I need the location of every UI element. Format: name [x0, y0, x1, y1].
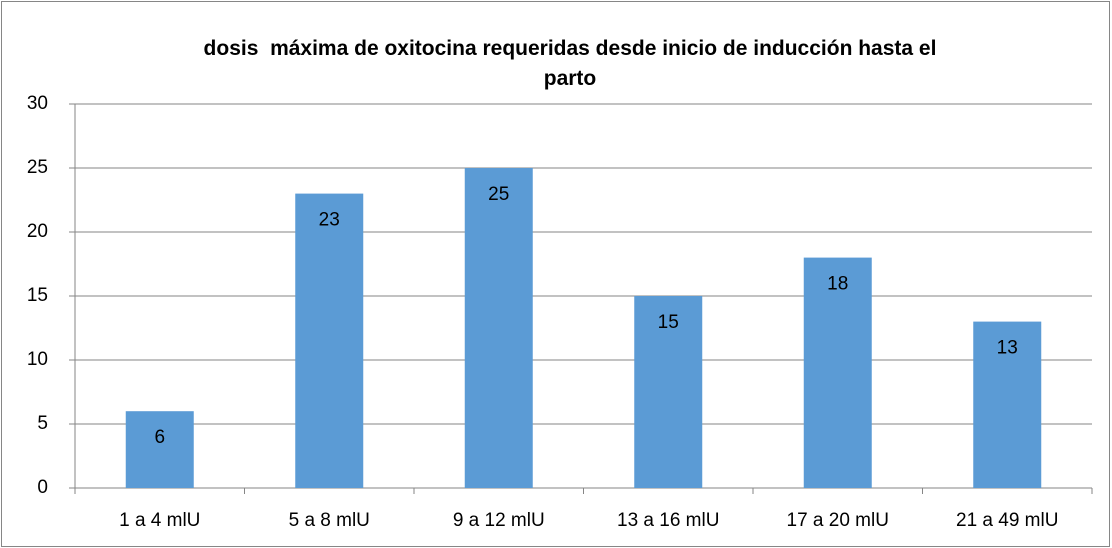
y-tick-label: 5 — [37, 413, 48, 434]
bar — [803, 257, 872, 488]
bar — [973, 321, 1042, 488]
data-label: 13 — [997, 338, 1018, 359]
x-tick-label: 13 a 16 mlU — [617, 510, 719, 531]
x-tick-label: 21 a 49 mlU — [956, 510, 1058, 531]
y-tick-label: 15 — [27, 285, 48, 306]
x-tick-label: 1 a 4 mlU — [119, 510, 200, 531]
data-label: 6 — [154, 427, 165, 448]
bar — [125, 411, 194, 488]
x-tick-label: 17 a 20 mlU — [787, 510, 889, 531]
bar — [464, 168, 533, 488]
y-tick-label: 30 — [27, 93, 48, 114]
chart-title: dosis máxima de oxitocina requeridas des… — [203, 37, 943, 90]
y-tick-label: 0 — [37, 477, 48, 498]
y-tick-label: 20 — [27, 221, 48, 242]
data-label: 23 — [319, 210, 340, 231]
x-tick-label: 9 a 12 mlU — [453, 510, 545, 531]
data-label: 15 — [658, 312, 679, 333]
y-tick-label: 25 — [27, 157, 48, 178]
x-tick-label: 5 a 8 mlU — [289, 510, 370, 531]
data-label: 25 — [488, 184, 509, 205]
y-tick-label: 10 — [27, 349, 48, 370]
bar — [295, 193, 364, 488]
bar — [634, 296, 703, 488]
data-label: 18 — [827, 274, 848, 295]
